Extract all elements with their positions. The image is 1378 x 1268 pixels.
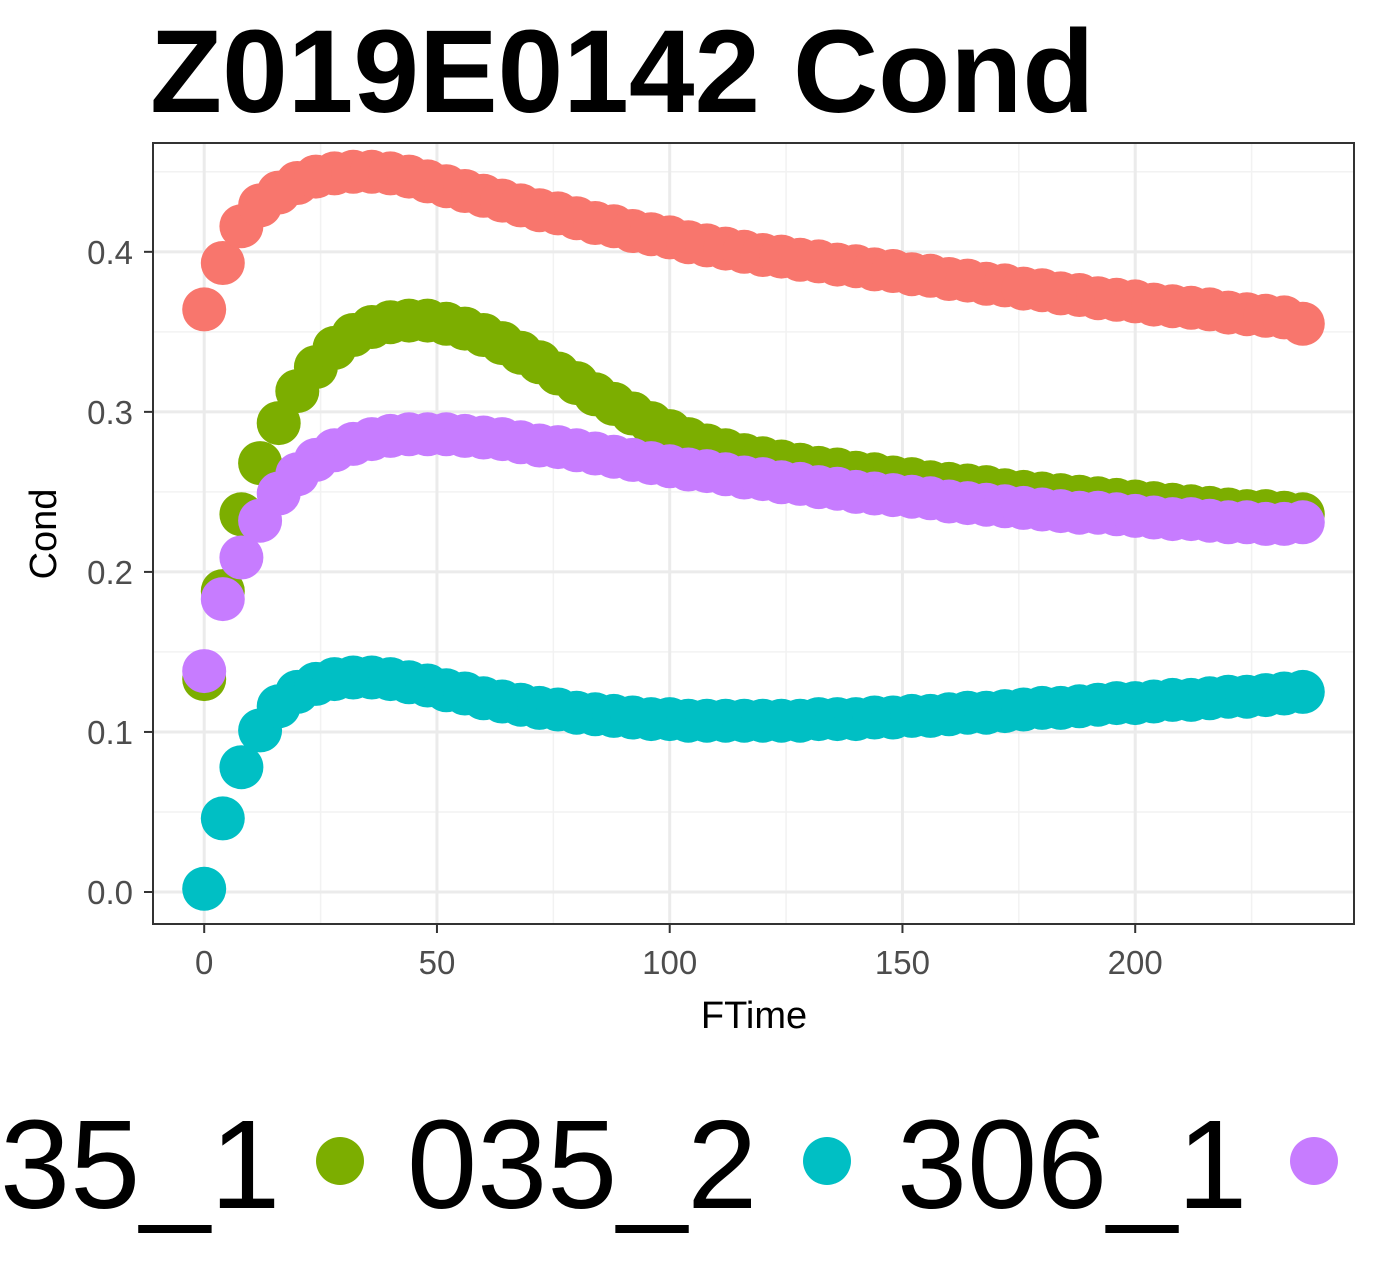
x-axis-title: FTime — [701, 995, 807, 1037]
legend-key — [1290, 1137, 1338, 1185]
x-tick-label: 50 — [419, 944, 456, 981]
data-point — [200, 577, 245, 622]
data-point — [256, 401, 301, 446]
series-4 — [182, 412, 1325, 694]
data-point — [200, 796, 245, 841]
data-point — [182, 287, 227, 332]
data-point — [219, 745, 264, 790]
x-axis-ticks: 0 50 100 150 200 — [195, 924, 1163, 981]
legend-label: 035_2 — [407, 1094, 757, 1235]
data-point — [1280, 669, 1325, 714]
plot-border — [152, 142, 1355, 925]
y-tick-label: 0.1 — [87, 714, 133, 751]
legend: 35_1 035_2 306_1 — [0, 1094, 1338, 1235]
x-tick-label: 150 — [875, 944, 930, 981]
legend-label: 35_1 — [0, 1094, 280, 1235]
y-tick-label: 0.2 — [87, 554, 133, 591]
y-tick-label: 0.4 — [87, 234, 133, 271]
data-point — [200, 241, 245, 285]
y-tick-label: 0.0 — [87, 874, 133, 911]
x-tick-label: 200 — [1108, 944, 1163, 981]
chart-title: Z019E0142 Cond — [150, 6, 1094, 138]
y-axis-ticks: 0.0 0.1 0.2 0.3 0.4 — [87, 234, 153, 911]
x-tick-label: 0 — [195, 944, 213, 981]
legend-key — [803, 1137, 851, 1185]
data-point — [1280, 500, 1325, 545]
data-points — [182, 149, 1325, 911]
data-point — [1280, 301, 1325, 346]
data-point — [182, 649, 227, 694]
y-axis-title: Cond — [23, 489, 65, 580]
series-3 — [182, 655, 1325, 911]
x-tick-label: 100 — [642, 944, 697, 981]
legend-label: 306_1 — [897, 1094, 1247, 1235]
legend-key — [316, 1137, 364, 1185]
data-point — [182, 866, 227, 911]
y-tick-label: 0.3 — [87, 394, 133, 431]
data-point — [219, 535, 264, 580]
series-1 — [182, 149, 1325, 346]
